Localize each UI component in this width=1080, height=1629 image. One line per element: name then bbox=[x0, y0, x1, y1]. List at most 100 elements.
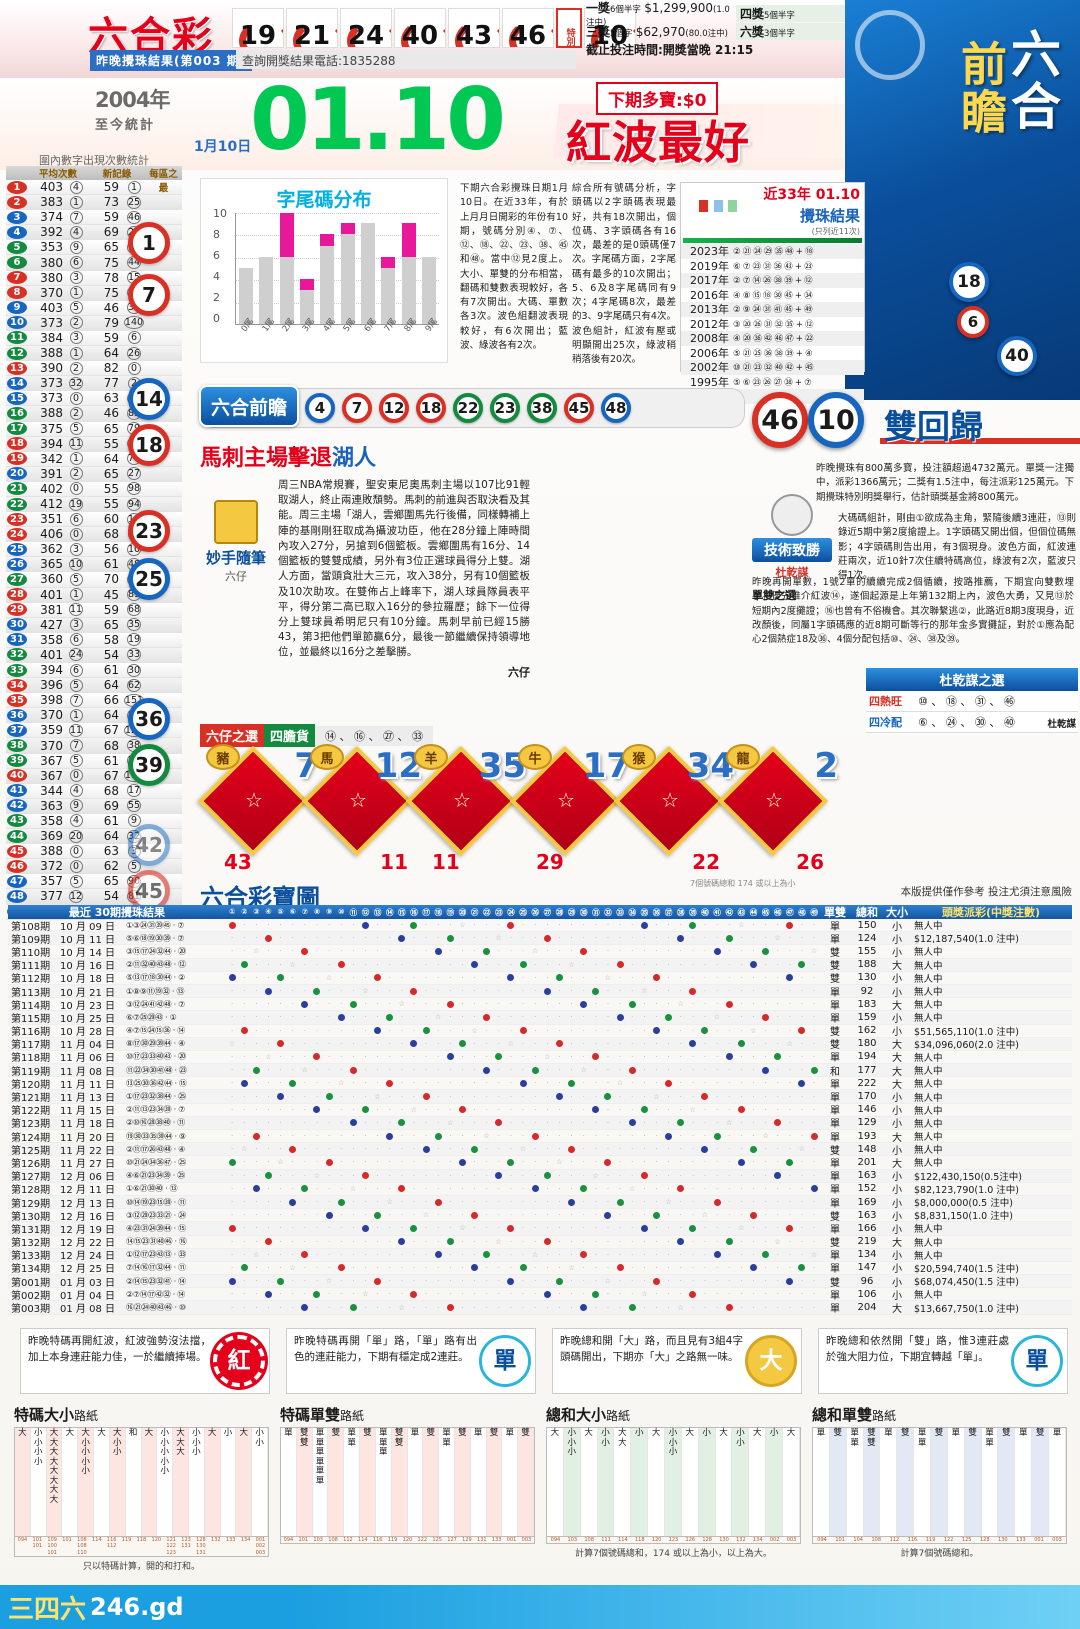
grid-dot bbox=[444, 1053, 456, 1061]
grid-empty: · bbox=[606, 1039, 610, 1048]
row-date: 10 月 16 日 bbox=[60, 961, 115, 973]
roadmap-cell: 大 bbox=[618, 1437, 627, 1448]
stat-c: 61 bbox=[103, 557, 119, 572]
grid-empty: · bbox=[667, 1105, 670, 1114]
stat-number: 33 bbox=[7, 663, 27, 677]
row-bigsmall: 大 bbox=[892, 1066, 902, 1078]
grid-empty: · bbox=[327, 1224, 331, 1233]
chart-ytick: 10 bbox=[213, 207, 227, 220]
row-grid: · · · · ☆ · · · · · · · · · · · · · · · · · · · ☆ · · · · · · · · · · · · · · ·… bbox=[226, 1264, 820, 1272]
history-row: 1995年 ⑤ ⑥ ㉓ ㉖ ㉗ ㊳ + ⑦ bbox=[681, 375, 864, 390]
stat-b: 3 bbox=[63, 618, 89, 632]
roadmap-cell: 雙 bbox=[900, 1428, 910, 1438]
grid-empty: · bbox=[449, 1079, 452, 1088]
roadmap-cell: 小 bbox=[160, 1466, 169, 1477]
grid-col-header: ⑩ bbox=[338, 906, 345, 916]
grid-empty: · bbox=[340, 1184, 343, 1193]
stat-number: 2 bbox=[7, 195, 27, 209]
roadmap-cell: 小 bbox=[192, 1437, 201, 1448]
grid-empty: · bbox=[800, 1237, 804, 1246]
grid-empty: · bbox=[812, 1000, 816, 1009]
grid-col-header: ⑲ bbox=[446, 907, 455, 917]
grid-empty: · bbox=[473, 973, 476, 982]
grid-empty: · bbox=[485, 987, 488, 996]
zodiac-extra-1: 11 bbox=[432, 850, 460, 874]
grid-empty: · bbox=[327, 1105, 331, 1114]
grid-empty: · bbox=[667, 1052, 670, 1061]
grid-empty: · bbox=[728, 1277, 731, 1286]
grid-empty: · bbox=[546, 973, 549, 982]
stat-d: 46 bbox=[126, 210, 142, 224]
grid-empty: · bbox=[788, 1250, 791, 1259]
roadmap-column: 大大 bbox=[614, 1428, 632, 1536]
grid-star: ☆ bbox=[495, 1237, 502, 1246]
roadmap-period: 123 bbox=[668, 1537, 679, 1543]
roadmap-cell: 小 bbox=[601, 1437, 610, 1448]
stat-b: 7 bbox=[63, 210, 89, 224]
grid-empty: · bbox=[340, 1092, 343, 1101]
special-ball: 10 bbox=[584, 8, 636, 48]
roadmap-period: 132 bbox=[211, 1537, 221, 1543]
grid-empty: · bbox=[291, 1158, 294, 1167]
grid-empty: · bbox=[691, 973, 694, 982]
grid-empty: · bbox=[618, 921, 622, 930]
grid-empty: · bbox=[582, 1211, 585, 1220]
grid-empty: · bbox=[703, 934, 707, 943]
row-sum: 155 bbox=[857, 945, 877, 957]
grid-dot bbox=[359, 1106, 371, 1114]
grid-empty: · bbox=[315, 1145, 319, 1154]
grid-empty: · bbox=[558, 960, 561, 969]
grid-empty: · bbox=[449, 987, 452, 996]
zodiac-card: ☆ 猴 34 22 bbox=[613, 740, 734, 874]
grid-empty: · bbox=[449, 1290, 452, 1299]
row-sum: 183 bbox=[857, 998, 877, 1010]
grid-empty: · bbox=[691, 1303, 694, 1312]
grid-dot bbox=[602, 1093, 614, 1101]
grid-empty: · bbox=[303, 1132, 306, 1141]
grid-empty: · bbox=[703, 987, 707, 996]
row-oddeven: 單 bbox=[830, 1185, 840, 1197]
grid-empty: · bbox=[340, 1118, 343, 1127]
draw-ball: 19 bbox=[232, 8, 284, 48]
grid-empty: · bbox=[788, 1092, 791, 1101]
row-bigsmall: 小 bbox=[892, 1224, 902, 1236]
stat-number: 46 bbox=[7, 859, 27, 873]
stat-c: 46 bbox=[103, 300, 119, 315]
grid-empty: · bbox=[243, 1158, 246, 1167]
grid-dot bbox=[578, 947, 590, 955]
grid-empty: · bbox=[764, 1237, 767, 1246]
row-payout: $8,831,150(1.0 注中) bbox=[914, 1211, 1013, 1223]
row-grid: · · · · · · · · · ☆ · · · · · · · · · · · · · · · · · · · ☆ · · · · · · · · · ·… bbox=[226, 987, 820, 995]
forecast-ball: 45 bbox=[564, 393, 594, 423]
grid-dot bbox=[614, 1198, 626, 1206]
row-sum: 180 bbox=[857, 1038, 877, 1050]
grid-empty: · bbox=[412, 1198, 416, 1207]
analysis-col-1: 下期六合彩攪珠日期1月10日。在近33年，有於上月月日開彩的年份有10期，號碼分… bbox=[460, 183, 568, 351]
roadmap-period: 001 bbox=[1034, 1537, 1044, 1543]
stat-number: 18 bbox=[7, 437, 27, 451]
grid-empty: · bbox=[788, 1211, 791, 1220]
roadmap-period: 130 bbox=[719, 1537, 729, 1543]
grid-dot bbox=[335, 961, 347, 969]
roadmap-column: 小 bbox=[221, 1428, 237, 1536]
row-numbers: ④㉓㉛㉔㊴㊹ · ⑮ bbox=[126, 1223, 186, 1233]
grid-empty: · bbox=[521, 934, 525, 943]
row-grid: · · ☆ · · · · · · · · · · · · · · · · · · · ☆ · · · · · · · · · · · · · · · · ·… bbox=[226, 1251, 820, 1259]
roadmap-cell: 雙 bbox=[394, 1428, 404, 1438]
grid-empty: · bbox=[449, 1277, 452, 1286]
grid-empty: · bbox=[558, 921, 561, 930]
grid-empty: · bbox=[546, 1224, 549, 1233]
grid-empty: · bbox=[424, 1250, 428, 1259]
grid-empty: · bbox=[388, 1158, 391, 1167]
masthead-ball: 40 bbox=[997, 336, 1037, 376]
grid-star: ☆ bbox=[374, 1092, 381, 1101]
row-bigsmall: 小 bbox=[892, 1093, 902, 1105]
roadmap-column: 大 bbox=[783, 1428, 800, 1536]
stat-c: 55 bbox=[103, 481, 119, 496]
grid-empty: · bbox=[582, 1105, 585, 1114]
roadmap-cell: 小 bbox=[160, 1437, 169, 1448]
grid-empty: · bbox=[631, 921, 634, 930]
grid-empty: · bbox=[473, 1118, 476, 1127]
roadmap-cell: 單 bbox=[315, 1475, 325, 1486]
grid-dot bbox=[735, 1040, 747, 1048]
